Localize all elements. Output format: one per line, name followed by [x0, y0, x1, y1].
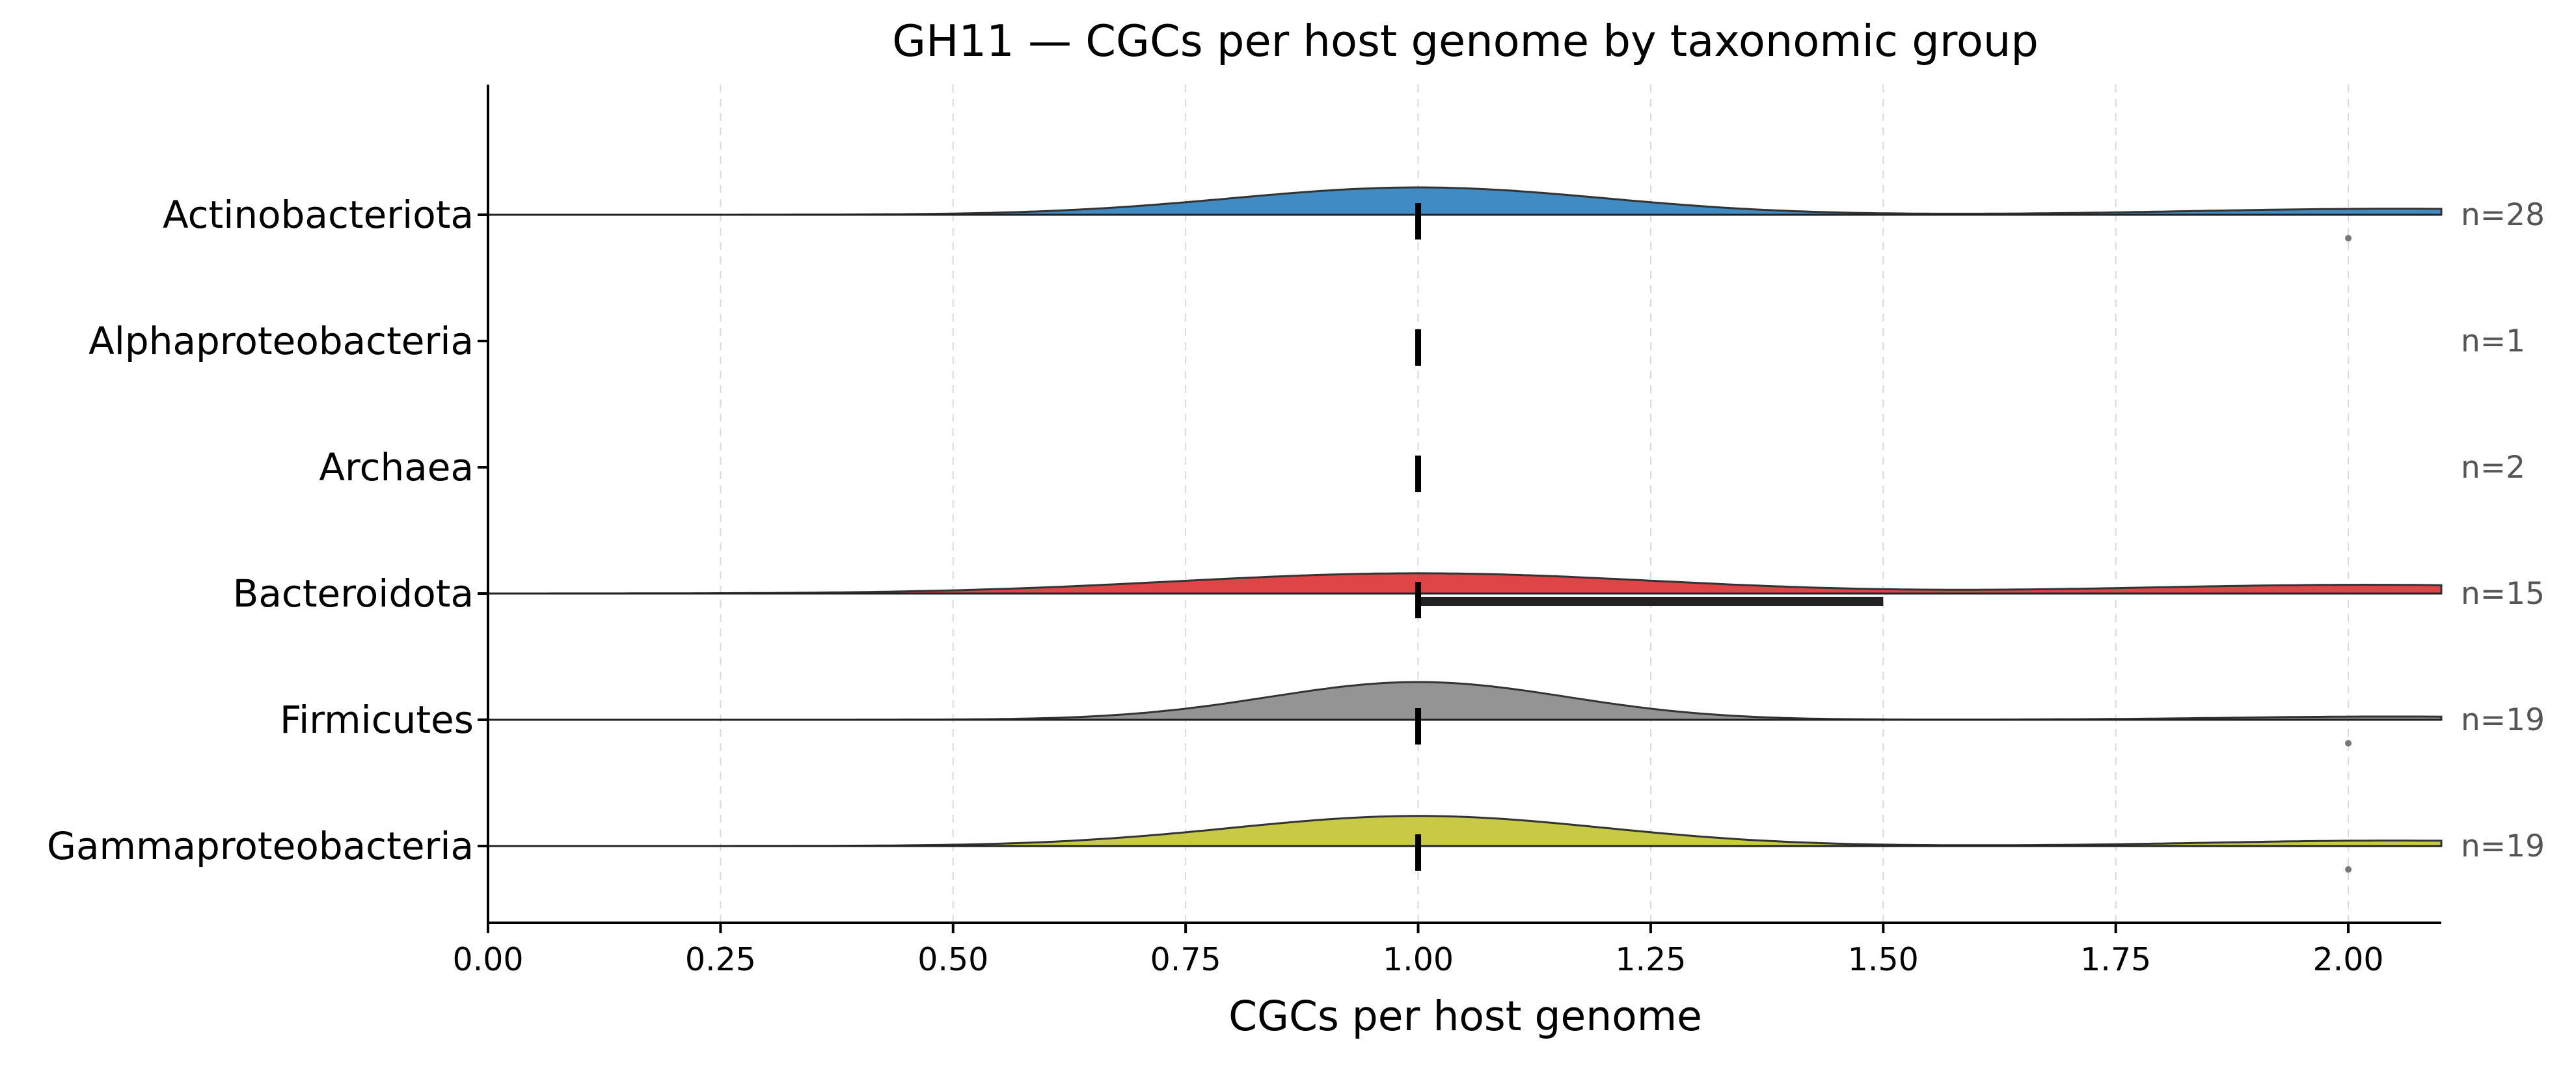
x-tick-label: 1.00 [1383, 941, 1454, 978]
category-label-archaea: Archaea [319, 445, 474, 489]
chart-title: GH11 — CGCs per host genome by taxonomic… [892, 16, 2039, 66]
axes-layer: 0.00 0.25 0.50 0.75 1.00 1.25 1.50 1.75 2.00 Acti… [47, 85, 2545, 978]
count-label-bacteroidota: n=15 [2461, 576, 2545, 612]
x-axis-label: CGCs per host genome [1228, 992, 1702, 1040]
category-label-gammaproteobacteria: Gammaproteobacteria [47, 824, 474, 868]
marks-layer [1415, 203, 2352, 873]
ridges-layer [488, 186, 2443, 847]
outlier-point-gammaproteobacteria [2345, 866, 2352, 873]
x-tick-label: 1.75 [2080, 941, 2151, 978]
count-label-firmicutes: n=19 [2461, 702, 2545, 738]
outlier-point-firmicutes [2345, 740, 2352, 746]
x-tick-label: 1.50 [1848, 941, 1919, 978]
x-tick-label: 0.75 [1150, 941, 1221, 978]
count-label-actinobacteriota: n=28 [2461, 197, 2545, 233]
x-tick-label: 0.25 [685, 941, 756, 978]
count-label-archaea: n=2 [2461, 450, 2525, 485]
category-label-alphaproteobacteria: Alphaproteobacteria [88, 319, 474, 363]
x-tick-label: 1.25 [1615, 941, 1686, 978]
x-tick-label: 2.00 [2312, 941, 2383, 978]
density-ridge-actinobacteriota [488, 186, 2443, 216]
count-label-alphaproteobacteria: n=1 [2461, 323, 2525, 359]
outlier-point-actinobacteriota [2345, 235, 2352, 241]
count-label-gammaproteobacteria: n=19 [2461, 828, 2545, 864]
category-label-bacteroidota: Bacteroidota [233, 571, 474, 616]
density-ridge-gammaproteobacteria [488, 815, 2443, 847]
density-ridge-bacteroidota [488, 572, 2443, 595]
density-ridge-firmicutes [488, 681, 2443, 721]
category-label-firmicutes: Firmicutes [280, 698, 474, 742]
category-label-actinobacteriota: Actinobacteriota [163, 193, 474, 237]
x-tick-label: 0.50 [917, 941, 988, 978]
x-tick-label: 0.00 [452, 941, 523, 978]
